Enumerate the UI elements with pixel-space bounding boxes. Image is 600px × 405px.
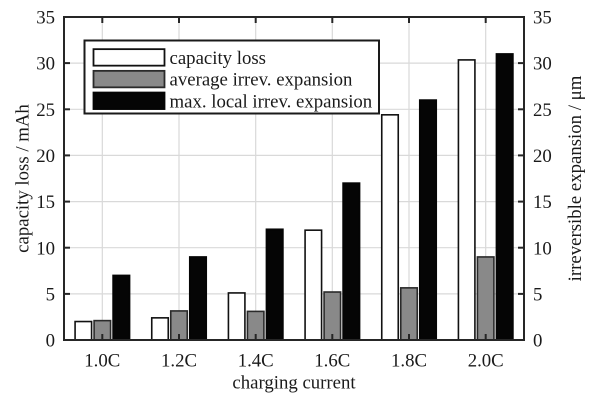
svg-text:0: 0 bbox=[533, 331, 542, 352]
svg-text:1.4C: 1.4C bbox=[238, 351, 274, 372]
svg-text:30: 30 bbox=[36, 54, 55, 75]
svg-text:charging current: charging current bbox=[232, 373, 356, 394]
svg-text:5: 5 bbox=[46, 285, 55, 306]
svg-text:1.6C: 1.6C bbox=[314, 351, 350, 372]
svg-text:15: 15 bbox=[36, 192, 55, 213]
svg-text:max. local irrev. expansion: max. local irrev. expansion bbox=[170, 91, 373, 112]
svg-text:30: 30 bbox=[533, 54, 552, 75]
svg-text:1.8C: 1.8C bbox=[391, 351, 427, 372]
svg-text:1.2C: 1.2C bbox=[161, 351, 197, 372]
svg-text:35: 35 bbox=[36, 8, 55, 29]
svg-text:0: 0 bbox=[46, 331, 55, 352]
svg-text:capacity loss: capacity loss bbox=[170, 48, 266, 69]
svg-text:2.0C: 2.0C bbox=[468, 351, 504, 372]
svg-text:capacity loss / mAh: capacity loss / mAh bbox=[13, 104, 34, 253]
svg-text:20: 20 bbox=[533, 146, 552, 167]
svg-text:5: 5 bbox=[533, 285, 542, 306]
svg-text:15: 15 bbox=[533, 192, 552, 213]
svg-text:10: 10 bbox=[533, 238, 552, 259]
svg-text:1.0C: 1.0C bbox=[84, 351, 120, 372]
svg-text:35: 35 bbox=[533, 8, 552, 29]
svg-text:25: 25 bbox=[533, 100, 552, 121]
svg-text:25: 25 bbox=[36, 100, 55, 121]
svg-text:irreversible expansion / μm: irreversible expansion / μm bbox=[565, 75, 586, 281]
svg-text:20: 20 bbox=[36, 146, 55, 167]
svg-text:average irrev. expansion: average irrev. expansion bbox=[170, 70, 353, 91]
svg-text:10: 10 bbox=[36, 238, 55, 259]
